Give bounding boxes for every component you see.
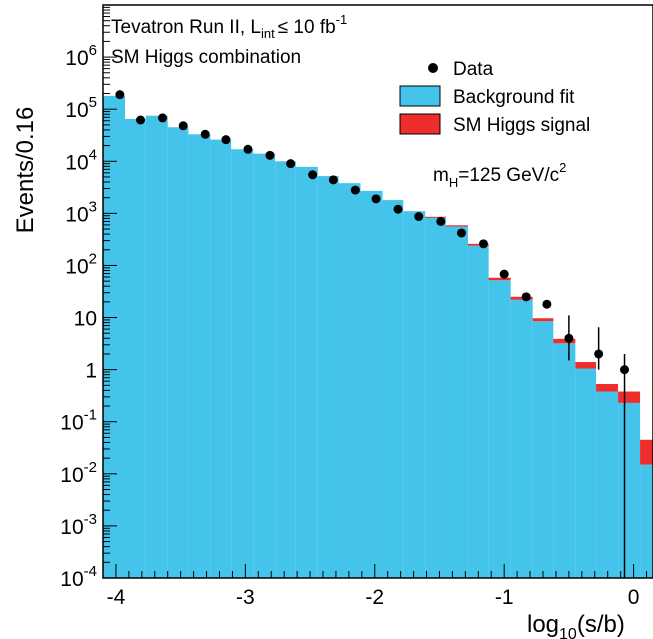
data-point <box>594 349 604 359</box>
background-bar <box>360 190 383 579</box>
signal-bar <box>467 243 489 246</box>
lumi-annotation: Tevatron Run II, Lint ≤ 10 fb-1 <box>111 12 347 41</box>
data-points <box>115 90 630 578</box>
y-tick-label: 10-2 <box>60 459 97 487</box>
background-bar <box>575 368 597 578</box>
signal-bar <box>425 216 446 218</box>
x-axis-ticks: -4 -3 -2 -1 0 <box>102 564 648 609</box>
x-tick-label: 0 <box>628 586 640 609</box>
data-point <box>499 269 509 279</box>
signal-bar <box>553 338 576 344</box>
background-bar <box>618 402 641 578</box>
data-point <box>456 228 466 238</box>
background-bar <box>640 464 653 578</box>
background-bar <box>145 115 168 578</box>
x-tick-label: -4 <box>107 586 126 609</box>
background-bar <box>488 280 511 578</box>
background-bar <box>425 217 446 579</box>
data-point <box>115 90 125 100</box>
x-tick-label: -1 <box>495 586 514 609</box>
background-bar <box>317 176 339 578</box>
data-point <box>414 212 424 222</box>
data-point <box>350 185 360 195</box>
x-axis-title: log10(s/b) <box>527 611 625 639</box>
x-tick-label: -3 <box>236 586 255 609</box>
data-point <box>371 194 381 204</box>
signal-bar <box>618 391 641 403</box>
background-bar <box>167 127 189 579</box>
y-tick-label: 102 <box>65 250 97 278</box>
data-point <box>620 365 630 375</box>
data-point <box>478 239 488 249</box>
legend-data-marker <box>428 63 438 73</box>
signal-bar <box>488 277 511 281</box>
legend-background-swatch <box>399 85 441 107</box>
data-point <box>436 216 446 226</box>
background-bar <box>467 245 489 579</box>
background-bar <box>253 153 276 579</box>
y-tick-label: 10-3 <box>60 511 97 539</box>
combination-annotation: SM Higgs combination <box>111 47 301 68</box>
background-bar <box>553 343 576 578</box>
mass-annotation: mH=125 GeV/c2 <box>433 160 566 190</box>
data-point <box>521 292 531 302</box>
signal-bar <box>640 439 653 465</box>
background-bar <box>403 211 426 578</box>
background-fit-histogram <box>103 95 653 579</box>
background-bar <box>275 161 296 579</box>
higgs-signal-histogram <box>425 216 653 465</box>
background-bar <box>231 149 254 578</box>
signal-bar <box>575 362 597 369</box>
background-bar <box>596 391 619 578</box>
data-point <box>221 135 231 145</box>
y-tick-label: 106 <box>65 42 97 70</box>
background-bar <box>188 134 211 578</box>
data-point <box>328 175 338 185</box>
legend-data-label: Data <box>453 59 494 80</box>
signal-bar <box>532 318 554 322</box>
plot-frame <box>102 4 653 579</box>
background-bar <box>125 118 146 578</box>
data-point <box>178 121 188 131</box>
y-tick-label: 103 <box>65 198 97 226</box>
legend-signal-swatch <box>399 113 441 135</box>
background-bar <box>295 166 318 578</box>
legend-signal-label: SM Higgs signal <box>453 115 590 136</box>
data-point <box>286 159 296 169</box>
background-bar <box>210 139 232 579</box>
y-axis-ticks: 10-4 10-3 10-2 10-1 1 10 102 103 104 105 106 <box>60 6 117 591</box>
y-tick-label: 10-4 <box>60 563 97 591</box>
data-point <box>393 204 403 214</box>
background-bar <box>338 183 361 579</box>
data-point <box>158 113 168 123</box>
y-tick-label: 105 <box>65 94 97 122</box>
legend-background-label: Background fit <box>453 87 575 108</box>
y-tick-label: 1 <box>85 360 97 383</box>
x-tick-label: -2 <box>365 586 384 609</box>
signal-bar <box>445 225 468 227</box>
data-point <box>136 115 146 125</box>
data-point <box>564 333 574 343</box>
signal-bar <box>510 296 533 300</box>
data-point <box>200 129 210 139</box>
background-bar <box>103 95 125 579</box>
background-bar <box>382 200 404 578</box>
y-tick-label: 10-1 <box>60 407 97 435</box>
y-tick-label: 104 <box>65 146 97 174</box>
background-bar <box>445 226 468 578</box>
data-point <box>265 150 275 160</box>
background-bar <box>510 299 533 578</box>
legend: Data Background fit SM Higgs signal <box>399 59 590 136</box>
y-axis-title: Events/0.16 <box>12 107 39 234</box>
signal-bar <box>596 383 619 392</box>
background-bar <box>532 321 554 578</box>
y-tick-label: 10 <box>74 308 97 331</box>
data-point <box>308 170 318 180</box>
data-point <box>542 299 552 309</box>
data-point <box>243 144 253 154</box>
